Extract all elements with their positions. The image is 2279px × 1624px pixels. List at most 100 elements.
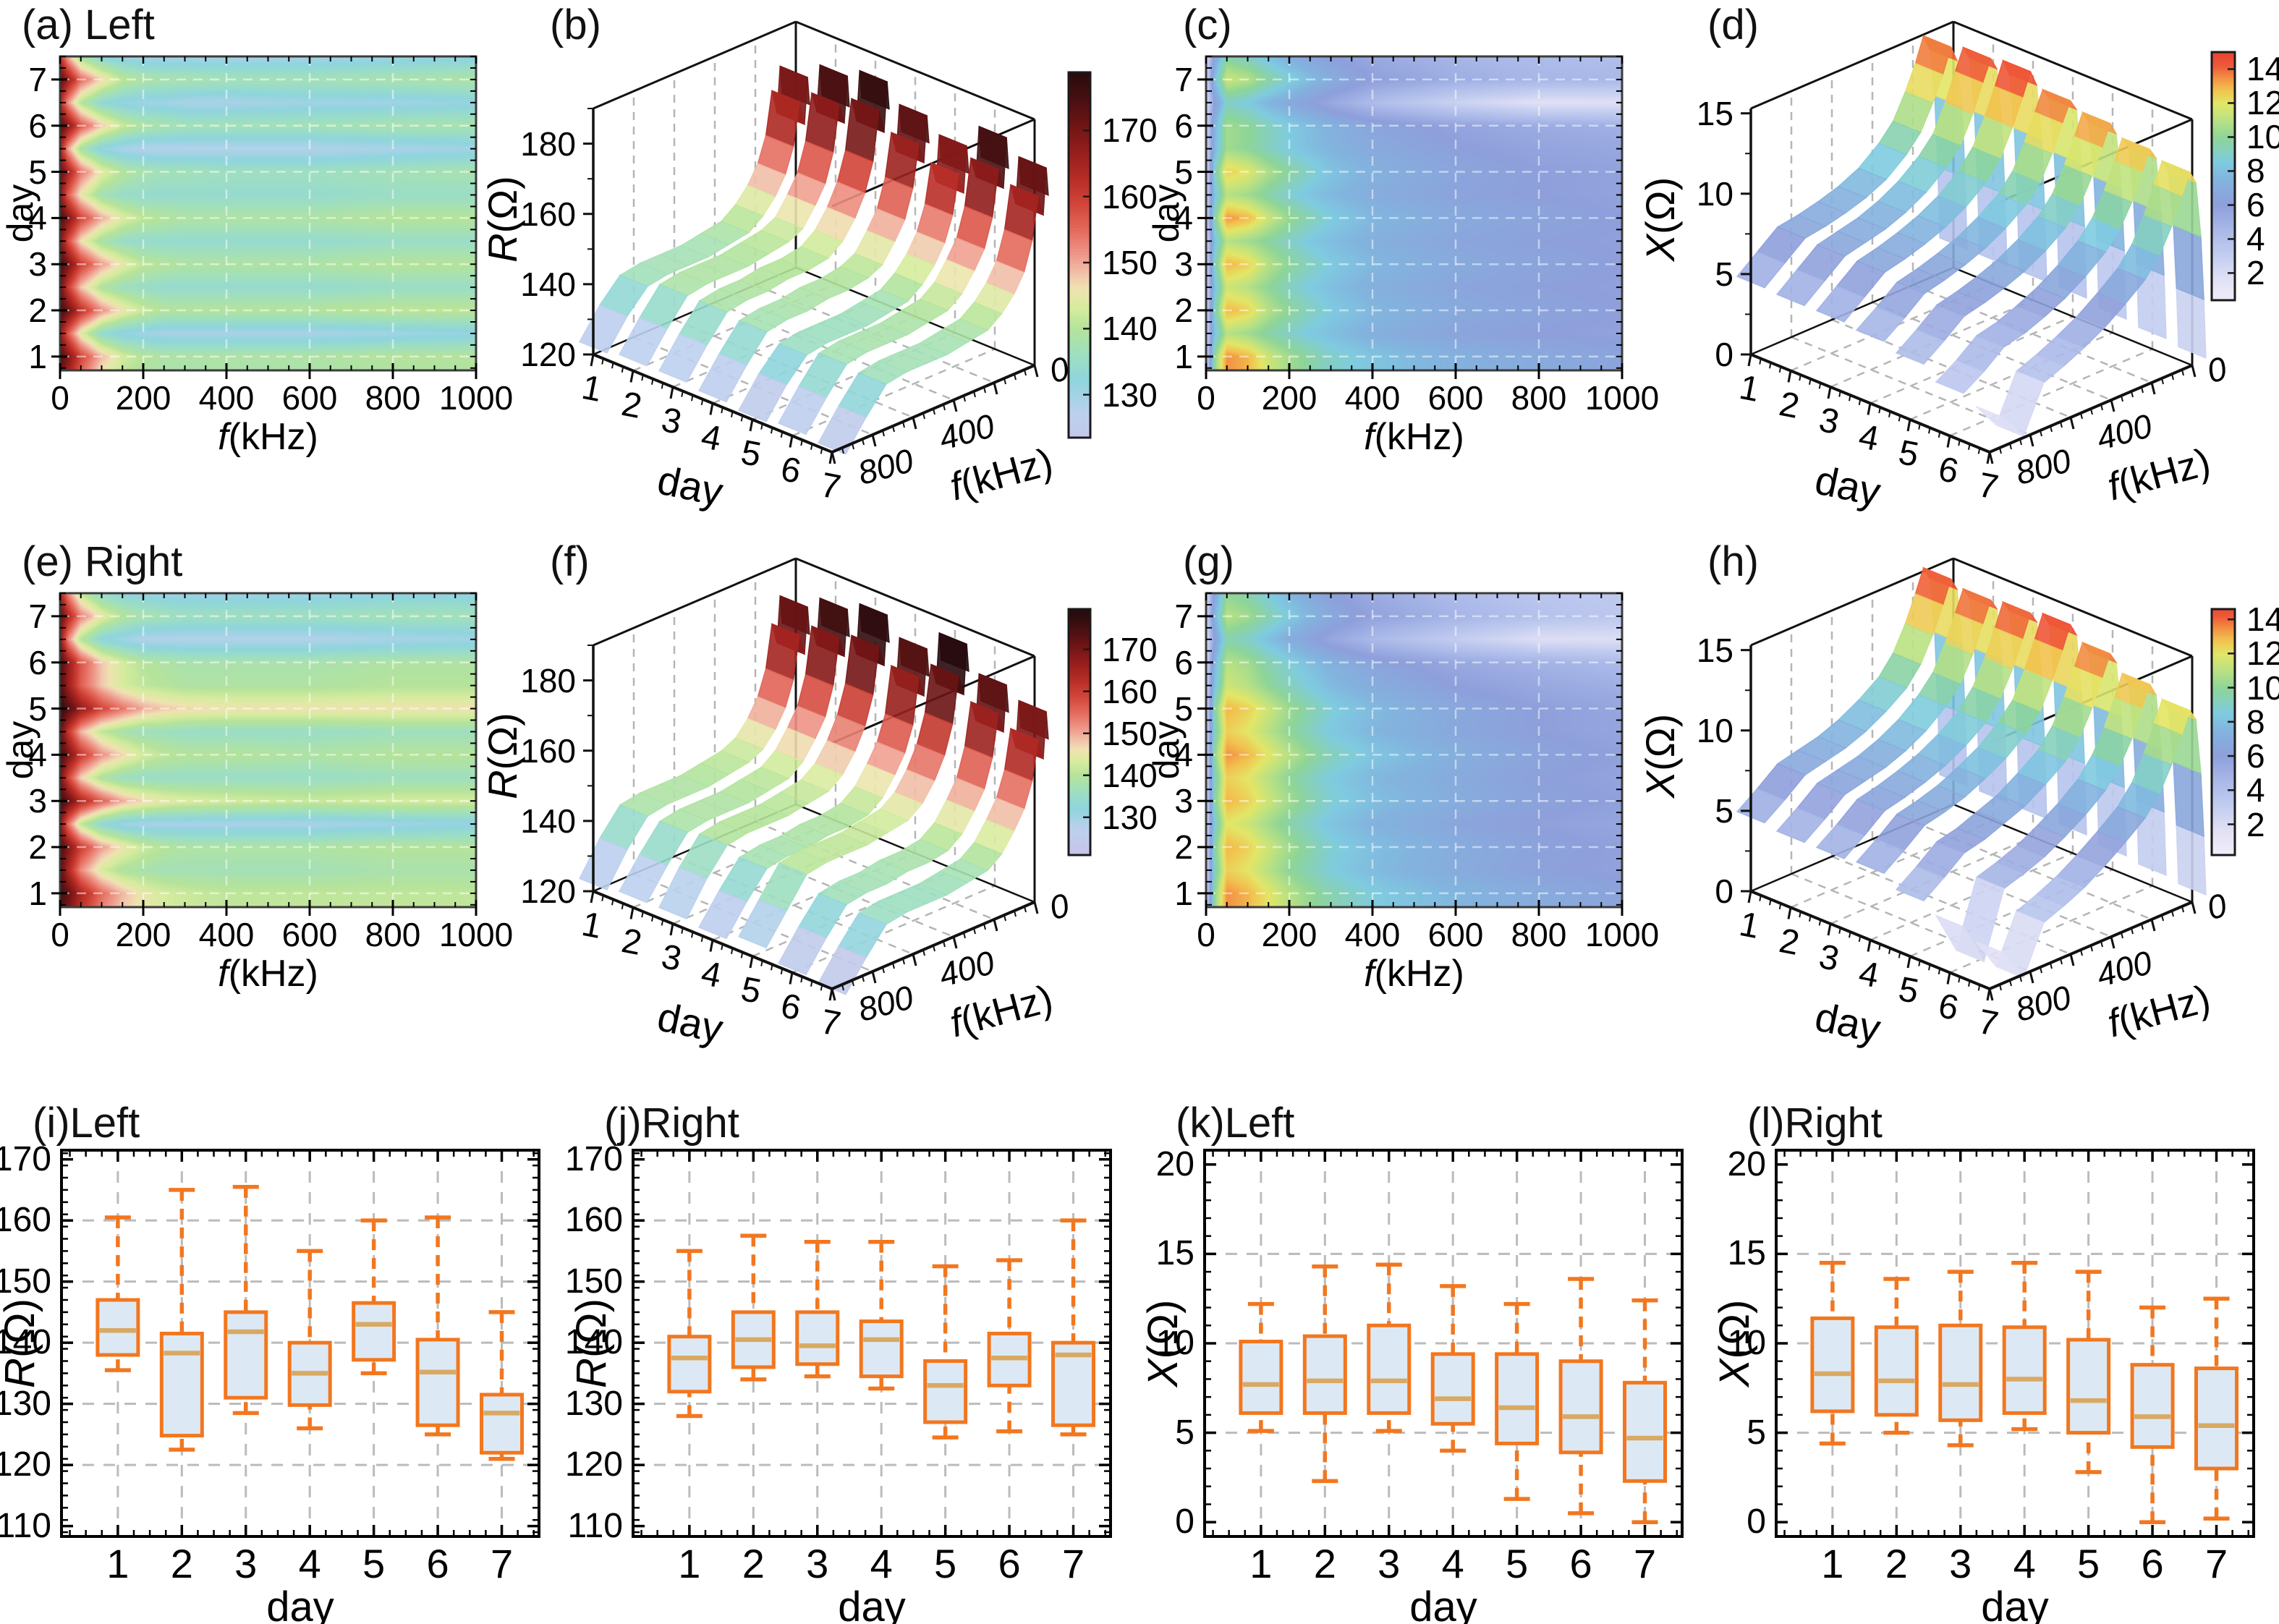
tick-label: 400: [198, 916, 255, 953]
panel-k-title: (k)Left: [1176, 1100, 1295, 1147]
tick-label: 4: [28, 199, 47, 237]
tick-label: 120: [564, 1445, 623, 1484]
y-axis-label: day: [0, 720, 41, 780]
tick-label: 6: [998, 1541, 1021, 1586]
x-axis-label: f(kHz): [1364, 953, 1464, 995]
tick-label: 140: [0, 1323, 51, 1362]
tick-label: 1: [1174, 874, 1193, 912]
tick-label: 200: [115, 916, 171, 953]
panel-g-title: (g): [1183, 538, 1234, 585]
tick-label: 7: [1174, 60, 1193, 98]
colorbar-tick-label: 130: [1102, 375, 1158, 414]
tick-label: 180: [520, 661, 576, 700]
tick-label: 2: [1313, 1541, 1336, 1586]
tick-label: 4: [1855, 417, 1883, 459]
tick-label: 150: [0, 1262, 51, 1301]
tick-label: 0: [2202, 885, 2231, 927]
x-axis-label: f(kHz): [218, 416, 318, 458]
tick-label: 5: [1175, 1413, 1194, 1452]
tick-label: 3: [1815, 400, 1843, 443]
tick-label: 160: [520, 195, 576, 233]
tick-label: 800: [2011, 977, 2075, 1029]
y-axis-label: X(Ω): [1140, 1299, 1187, 1387]
tick-label: 4: [1855, 953, 1883, 995]
colorbar-tick-label: 140: [1102, 756, 1158, 794]
tick-label: 4: [870, 1541, 893, 1586]
heatmap-canvas-c: [1206, 56, 1622, 370]
colorbar-tick-label: 150: [1102, 714, 1158, 752]
tick-label: 6: [1174, 106, 1193, 145]
tick-label: 130: [564, 1384, 623, 1423]
tick-label: 5: [1895, 433, 1922, 475]
x-axis-label: day: [1409, 1583, 1477, 1624]
tick-label: 160: [564, 1201, 623, 1240]
tick-label: 6: [2141, 1541, 2164, 1586]
tick-label: 10: [1155, 1324, 1194, 1362]
tick-label: 3: [1174, 245, 1193, 284]
tick-label: 400: [2092, 943, 2156, 995]
x-axis-label: day: [653, 456, 727, 515]
tick-label: 2: [1775, 384, 1803, 426]
tick-label: 1000: [1584, 379, 1660, 417]
tick-label: 600: [281, 916, 338, 953]
colorbar-tick-label: 130: [1102, 798, 1158, 836]
tick-label: 7: [28, 60, 47, 98]
tick-label: 120: [0, 1445, 51, 1484]
tick-label: 1: [1174, 337, 1193, 375]
y-axis-label: day: [1146, 720, 1187, 780]
tick-label: 140: [520, 265, 576, 303]
tick-label: 130: [0, 1384, 51, 1423]
tick-label: 5: [2077, 1541, 2100, 1586]
tick-label: 7: [1974, 1002, 2002, 1045]
x-axis-label: day: [653, 992, 727, 1052]
tick-label: 800: [365, 379, 421, 417]
x-axis-label: day: [1810, 992, 1885, 1052]
tick-label: 2: [28, 828, 47, 867]
tick-label: 2: [28, 292, 47, 330]
tick-label: 3: [658, 937, 685, 979]
tick-label: 800: [2011, 441, 2075, 493]
tick-label: 5: [1715, 791, 1733, 830]
tick-label: 120: [520, 872, 576, 910]
tick-label: 170: [564, 1139, 623, 1178]
tick-label: 600: [1427, 379, 1484, 417]
tick-label: 3: [1815, 937, 1843, 979]
tick-label: 3: [234, 1541, 258, 1586]
tick-label: 120: [520, 336, 576, 373]
panel-i-title: (i)Left: [33, 1100, 140, 1147]
tick-label: 5: [28, 689, 47, 728]
tick-label: 2: [742, 1541, 765, 1586]
tick-label: 140: [564, 1323, 623, 1362]
tick-label: 5: [934, 1541, 957, 1586]
tick-label: 0: [51, 379, 69, 417]
colorbar-tick-label: 12: [2246, 634, 2279, 673]
tick-label: 20: [1155, 1144, 1194, 1183]
tick-label: 4: [1174, 199, 1193, 237]
z-axis-label: X(Ω): [1637, 177, 1683, 262]
tick-label: 0: [2202, 349, 2231, 391]
tick-label: 400: [198, 379, 255, 417]
panel-b-title: (b): [550, 1, 601, 48]
colorbar-tick-label: 4: [2246, 220, 2265, 258]
tick-label: 6: [1935, 986, 1962, 1028]
tick-label: 0: [1045, 349, 1074, 391]
tick-label: 4: [697, 953, 725, 995]
tick-label: 0: [1747, 1502, 1766, 1542]
colorbar-tick-label: 14: [2246, 50, 2279, 88]
panel-d-title: (d): [1707, 1, 1759, 48]
tick-label: 6: [1569, 1541, 1592, 1586]
y-axis-label: day: [0, 184, 41, 243]
tick-label: 5: [1506, 1541, 1529, 1586]
y-axis-label: day: [1146, 184, 1187, 243]
tick-label: 7: [1174, 597, 1193, 635]
tick-label: 1: [28, 874, 47, 912]
x-axis-label: day: [266, 1583, 334, 1624]
tick-label: 7: [2204, 1541, 2228, 1586]
tick-label: 10: [1696, 174, 1733, 213]
tick-label: 1: [28, 337, 47, 375]
tick-label: 7: [817, 465, 844, 508]
tick-label: 3: [1949, 1541, 1972, 1586]
tick-label: 180: [520, 124, 576, 163]
tick-label: 7: [490, 1541, 514, 1586]
